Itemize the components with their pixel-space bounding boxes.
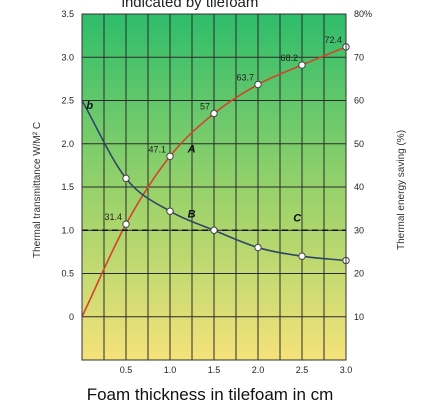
y-right-tick-label: 60 [354,96,364,106]
x-tick-label: 2.5 [296,365,309,375]
x-tick-label: 1.0 [164,365,177,375]
series-a-point [210,109,218,118]
y-axis-right-label: Thermal energy saving (%) [396,130,407,250]
series-a-point [298,61,306,69]
x-tick-label: 3.0 [340,365,353,375]
series-a-data-label: 47.1 [148,144,166,154]
y-right-tick-label: 80% [354,9,372,19]
series-a-data-label: 63.7 [236,72,254,82]
series-a-point [122,220,130,228]
y-left-tick-label: 3.0 [61,52,74,62]
series-b-point [210,226,218,234]
curve-label-c: C [293,213,302,225]
plot-border [81,13,347,361]
curve-label-b: B [188,208,196,220]
series-b-point [122,174,130,183]
y-left-tick-label: 3.5 [61,9,74,19]
points-layer [122,43,350,265]
y-right-tick-label: 30 [354,225,364,235]
x-axis-label: Foam thickness in tilefoam in cm [87,385,334,404]
series-b-point [254,243,262,252]
y-right-tick-label: 40 [354,182,364,192]
x-tick-label: 2.0 [252,365,265,375]
series-a-data-label: 31.4 [104,212,122,222]
x-tick-label: 0.5 [120,365,133,375]
series-a-data-label: 57 [200,101,210,111]
y-right-tick-label: 70 [354,52,364,62]
tick-labels-layer: 0.5 1.0 1.5 2.0 2.5 3.0 0 0.5 1.0 1.5 2.0 2.5 3.0 3.5… [61,9,372,375]
series-a-point [254,80,262,89]
y-left-tick-label: 0.5 [61,269,74,279]
series-a-data-label: 68.2 [280,53,298,63]
series-a-data-label: 72.4 [324,35,342,45]
y-right-tick-label: 20 [354,269,364,279]
curve-label-a: A [187,143,196,155]
series-b-point [298,252,306,260]
series-a-point [166,152,174,160]
x-tick-label: 1.5 [208,365,221,375]
y-right-tick-label: 50 [354,139,364,149]
data-labels-layer: 31.4 47.1 57 63.7 68.2 72.4 b A B C [86,35,342,225]
series-b-point [166,207,174,215]
y-left-tick-label: 2.0 [61,139,74,149]
chart-title: indicated by tilefoam [122,0,259,11]
curve-label-b: b [86,100,93,112]
y-right-tick-label: 10 [354,312,364,322]
y-left-tick-label: 2.5 [61,96,74,106]
y-axis-left-label: Thermal transmittance W/M² C [32,122,43,258]
y-left-tick-label: 0 [69,312,74,322]
y-left-tick-label: 1.0 [61,225,74,235]
y-left-tick-label: 1.5 [61,182,74,192]
